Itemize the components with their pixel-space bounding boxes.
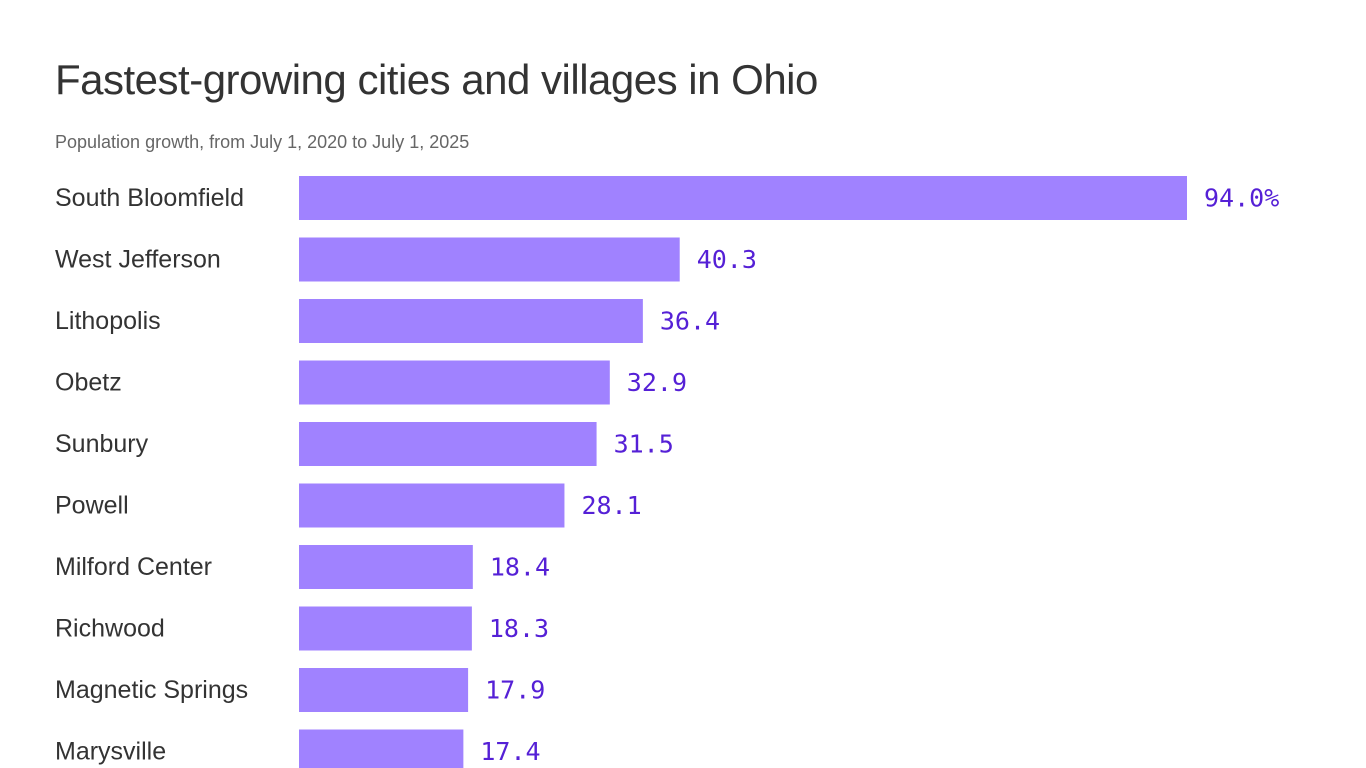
value-label: 94.0% (1204, 184, 1279, 213)
bar (299, 606, 472, 651)
category-label: Powell (55, 492, 129, 520)
bar (299, 668, 469, 712)
bar (299, 237, 680, 282)
category-label: Obetz (55, 369, 122, 397)
category-label: Sunbury (55, 430, 149, 458)
value-label: 28.1 (581, 491, 641, 520)
value-label: 18.3 (489, 614, 549, 643)
value-label: 32.9 (627, 368, 687, 397)
bar (299, 176, 1187, 220)
bar (299, 422, 597, 466)
value-label: 17.9 (485, 676, 545, 705)
bar (299, 729, 464, 768)
bar (299, 545, 473, 589)
category-label: Magnetic Springs (55, 676, 248, 704)
value-label: 40.3 (697, 245, 757, 274)
chart-subtitle: Population growth, from July 1, 2020 to … (55, 132, 470, 152)
bar (299, 483, 565, 528)
bar (299, 299, 643, 343)
category-label: Lithopolis (55, 307, 161, 335)
value-label: 17.4 (480, 737, 540, 766)
value-label: 36.4 (660, 307, 720, 336)
category-label: Richwood (55, 615, 165, 643)
category-label: South Bloomfield (55, 184, 244, 212)
category-label: Marysville (55, 738, 166, 766)
category-label: Milford Center (55, 553, 212, 581)
chart-title: Fastest-growing cities and villages in O… (55, 56, 818, 103)
category-label: West Jefferson (55, 246, 221, 274)
value-label: 31.5 (614, 430, 674, 459)
value-label: 18.4 (490, 553, 550, 582)
bar (299, 360, 610, 405)
